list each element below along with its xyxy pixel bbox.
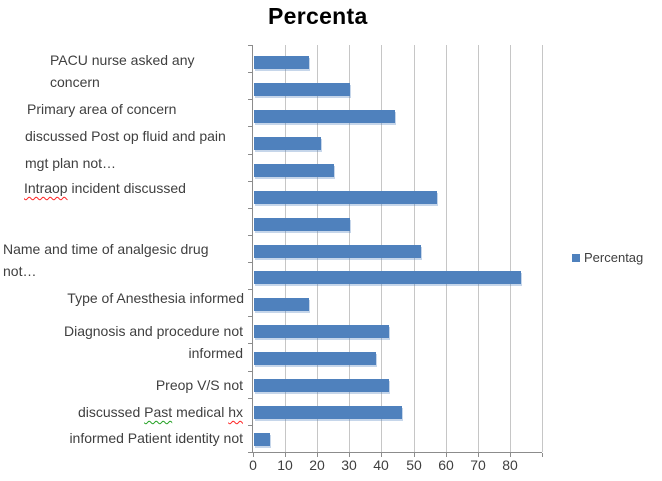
x-axis-tick-label: 60 (438, 457, 454, 473)
category-label: Primary area of concern (27, 101, 177, 117)
x-axis-tick (317, 453, 318, 457)
x-axis-tick-label: 80 (502, 457, 518, 473)
category-label: mgt plan not… (25, 155, 117, 171)
y-axis-tick (248, 181, 252, 182)
x-axis-tick (285, 453, 286, 457)
gridline (478, 45, 479, 452)
category-label: discussed Post op fluid and pain (25, 128, 226, 144)
bar (254, 137, 321, 150)
y-axis-tick (248, 398, 252, 399)
y-axis-tick (248, 371, 252, 372)
bar (254, 379, 389, 392)
bar (254, 325, 389, 338)
x-axis-tick (446, 453, 447, 457)
x-axis-tick-label: 30 (341, 457, 357, 473)
y-axis-tick (248, 262, 252, 263)
gridline (446, 45, 447, 452)
category-label: Diagnosis and procedure not informed (63, 323, 243, 361)
x-axis-tick (542, 453, 543, 457)
x-axis-tick (414, 453, 415, 457)
gridline (510, 45, 511, 452)
bar (254, 218, 350, 231)
y-axis-tick (248, 425, 252, 426)
chart-title: Percenta (268, 3, 368, 29)
plot-area: 0 10 20 30 40 50 60 70 80 (248, 45, 543, 473)
x-axis-tick (381, 453, 382, 457)
x-axis-tick (253, 453, 254, 457)
bar (254, 245, 421, 258)
bar (254, 271, 521, 284)
x-axis-tick (510, 453, 511, 457)
spellcheck-squiggle: Intraop (24, 180, 68, 196)
y-axis-tick (248, 343, 252, 344)
y-axis-tick (248, 452, 252, 453)
spellcheck-squiggle: Past (144, 404, 173, 420)
category-label: Type of Anesthesia informed (67, 290, 244, 306)
bar (254, 298, 309, 311)
x-axis-tick-label: 0 (249, 457, 257, 473)
bar (254, 110, 395, 123)
legend-label: Percentag (584, 250, 644, 265)
category-label: PACU nurse asked any concern (50, 52, 195, 90)
x-axis-tick-label: 70 (470, 457, 486, 473)
bar (254, 83, 350, 96)
category-label: Intraop incident discussed (24, 180, 186, 196)
bar (254, 56, 309, 69)
bar (254, 433, 270, 446)
spellcheck-squiggle: hx (228, 404, 243, 420)
category-label: informed Patient identity not (69, 430, 243, 446)
gridline (542, 45, 543, 452)
y-axis-tick (248, 289, 252, 290)
category-label: Name and time of analgesic drug not… (3, 241, 209, 279)
y-axis-tick (248, 45, 252, 46)
x-axis-tick-label: 50 (406, 457, 422, 473)
y-axis-tick (248, 235, 252, 236)
y-axis-tick (248, 316, 252, 317)
y-axis-tick (248, 72, 252, 73)
legend-marker-icon (572, 253, 580, 262)
x-axis-tick-label: 10 (277, 457, 293, 473)
y-axis-tick (248, 126, 252, 127)
category-label: discussed Past medical hx (78, 404, 243, 420)
x-axis-tick (478, 453, 479, 457)
category-label: Preop V/S not (155, 377, 243, 393)
bar (254, 352, 376, 365)
bar (254, 164, 334, 177)
y-axis-tick (248, 208, 252, 209)
bar (254, 191, 437, 204)
bar (254, 406, 402, 419)
y-axis-tick (248, 154, 252, 155)
x-axis-tick (349, 453, 350, 457)
x-axis-tick-label: 40 (373, 457, 389, 473)
legend: Percentag (572, 250, 643, 265)
x-axis-tick-label: 20 (309, 457, 325, 473)
y-axis-tick (248, 99, 252, 100)
